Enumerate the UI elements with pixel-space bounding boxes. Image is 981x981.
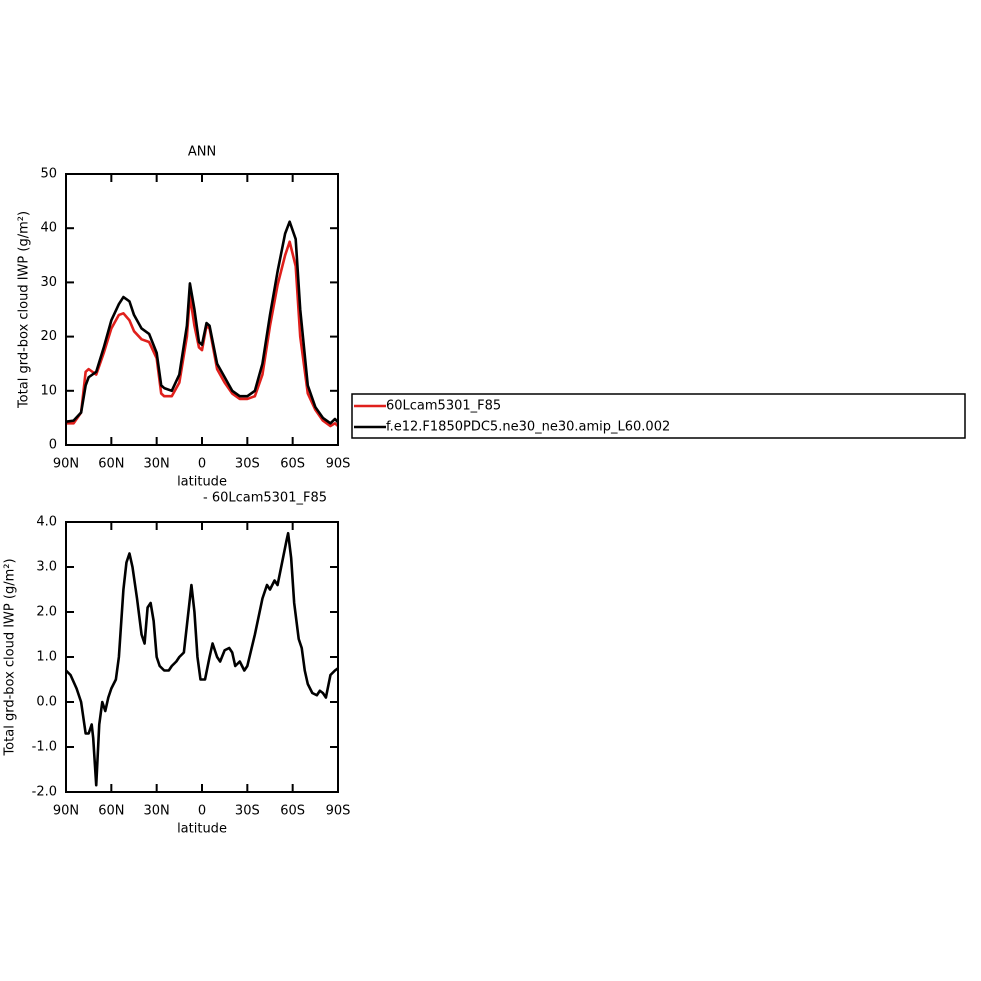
y-tick-label: 40: [40, 221, 57, 236]
plot-frame: [65, 173, 339, 446]
y-tick-label: 2.0: [36, 605, 57, 620]
x-axis-label: latitude: [177, 822, 227, 837]
y-axis-label: Total grd-box cloud IWP (g/m²): [3, 558, 18, 756]
x-axis-label: latitude: [177, 475, 227, 490]
series-line: [66, 240, 339, 428]
x-tick-label: 60S: [280, 804, 305, 819]
x-tick-label: 30S: [235, 457, 260, 472]
y-tick-label: 1.0: [36, 650, 57, 665]
x-tick-label: 60S: [280, 457, 305, 472]
x-tick-label: 0: [198, 457, 206, 472]
x-tick-label: 60N: [98, 804, 124, 819]
x-tick-label: 90S: [326, 804, 351, 819]
y-axis-label: Total grd-box cloud IWP (g/m²): [17, 211, 32, 409]
x-tick-label: 90S: [326, 457, 351, 472]
x-tick-label: 0: [198, 804, 206, 819]
x-tick-label: 60N: [98, 457, 124, 472]
legend-box: [351, 393, 966, 439]
y-tick-label: 30: [40, 275, 57, 290]
series-line: [65, 531, 339, 787]
series-line: [65, 220, 339, 425]
chart-title: - 60Lcam5301_F85: [203, 491, 327, 506]
y-tick-label: 4.0: [36, 515, 57, 530]
y-tick-label: 10: [40, 383, 57, 398]
x-tick-label: 30N: [144, 457, 170, 472]
y-tick-label: -1.0: [32, 740, 57, 755]
x-tick-label: 30N: [144, 804, 170, 819]
y-tick-label: -2.0: [32, 785, 57, 800]
y-tick-label: 0.0: [36, 695, 57, 710]
legend-label: f.e12.F1850PDC5.ne30_ne30.amip_L60.002: [386, 420, 670, 435]
x-tick-label: 90N: [53, 457, 79, 472]
legend-label: 60Lcam5301_F85: [386, 399, 501, 414]
y-tick-label: 3.0: [36, 560, 57, 575]
x-tick-label: 90N: [53, 804, 79, 819]
chart-title: ANN: [188, 145, 216, 160]
y-tick-label: 0: [49, 438, 57, 453]
plot-frame: [65, 521, 339, 793]
y-tick-label: 20: [40, 329, 57, 344]
x-tick-label: 30S: [235, 804, 260, 819]
y-tick-label: 50: [40, 167, 57, 182]
